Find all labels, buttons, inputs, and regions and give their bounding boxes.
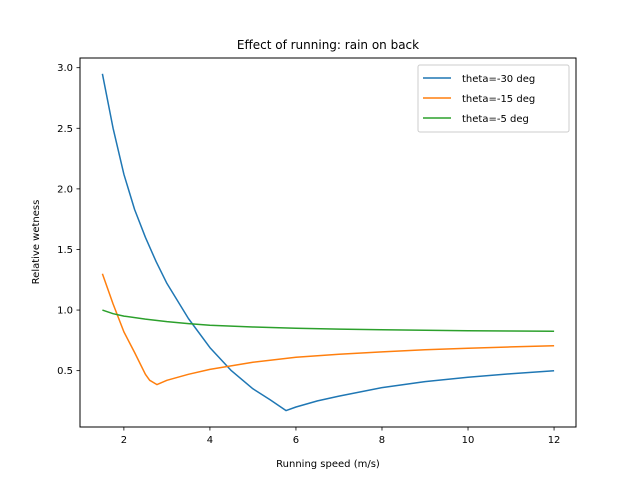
y-tick-label: 1.0 xyxy=(57,306,73,317)
legend-label-2: theta=-5 deg xyxy=(462,114,529,125)
legend-label-0: theta=-30 deg xyxy=(462,74,535,85)
x-axis: 2 4 6 8 10 12 xyxy=(121,427,561,446)
y-tick-label: 0.5 xyxy=(57,366,73,377)
x-tick-label: 2 xyxy=(121,435,127,446)
series-line-0 xyxy=(101,73,555,412)
y-tick-label: 3.0 xyxy=(57,63,73,74)
chart-title: Effect of running: rain on back xyxy=(237,38,419,52)
legend-label-1: theta=-15 deg xyxy=(462,94,535,105)
series-layer xyxy=(101,73,555,412)
y-tick-label: 1.5 xyxy=(57,245,73,256)
series-line-2 xyxy=(102,309,555,333)
legend: theta=-30 deg theta=-15 deg theta=-5 deg xyxy=(417,64,570,133)
legend-frame xyxy=(417,64,570,133)
y-axis-label: Relative wetness xyxy=(31,200,42,285)
x-axis-label: Running speed (m/s) xyxy=(276,459,380,470)
plot-frame xyxy=(79,57,577,428)
series-line-1 xyxy=(101,273,555,386)
x-tick-label: 4 xyxy=(207,435,213,446)
y-tick-label: 2.5 xyxy=(57,124,73,135)
y-axis: 0.5 1.0 1.5 2.0 2.5 3.0 xyxy=(57,63,80,377)
x-tick-label: 12 xyxy=(548,435,561,446)
y-tick-label: 2.0 xyxy=(57,184,73,195)
x-tick-label: 10 xyxy=(462,435,475,446)
x-tick-label: 8 xyxy=(379,435,385,446)
x-tick-label: 6 xyxy=(293,435,299,446)
